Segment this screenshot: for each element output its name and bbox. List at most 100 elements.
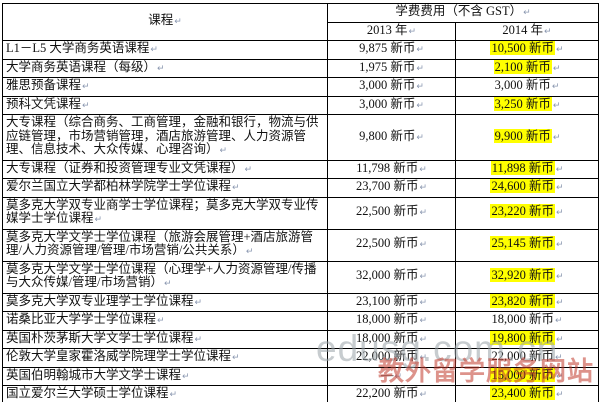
course-name: 大专课程（综合商务、工商管理，金融和银行，物流与供应链管理，市场营销管理，酒店旅… — [6, 115, 319, 156]
table-row: 莫多克大学双专业理学士学位课程↵ 23,100 新币↵ 23,820 新币 ↵ — [2, 292, 600, 312]
header-course: 课程↵ — [2, 3, 328, 41]
fee-2013-cell: 22,500 新币↵ — [327, 228, 456, 262]
fee-2014-value: 10,500 新币 — [490, 41, 555, 55]
table-row: 英国朴茨茅斯大学文学士学位课程↵ 18,000 新币↵ 19,800 新币 ↵ — [2, 329, 600, 349]
table-row: 爱尔兰国立大学都柏林学院学士学位课程↵ 23,700 新币↵ 24,600 新币… — [2, 178, 600, 198]
return-mark-icon: ↵ — [552, 132, 561, 143]
fee-2013-cell: —↵ — [327, 366, 456, 386]
fee-2014-value: 18,000 新币 — [491, 312, 554, 326]
header-2013: 2013 年↵ — [327, 21, 456, 41]
course-cell: 英国伯明翰城市大学文学士课程↵ — [2, 366, 328, 386]
return-mark-icon: ↵ — [419, 390, 428, 400]
fee-2013-value: 9,875 新币 — [359, 41, 416, 55]
return-mark-icon: ↵ — [555, 208, 564, 219]
fee-2014-cell: 23,220 新币 ↵ — [454, 196, 600, 230]
return-mark-icon: ↵ — [419, 334, 428, 345]
course-cell: 大专课程（证券和投资管理专业文凭课程）↵ — [2, 159, 328, 179]
fee-2013-value: — — [380, 367, 394, 382]
fee-2013-value: 23,700 新币 — [355, 179, 419, 193]
fee-2013-cell: 22,200 新币↵ — [327, 385, 456, 402]
return-mark-icon: ↵ — [416, 82, 424, 92]
course-cell: 莫多克大学文学士学位课程（旅游会展管理+酒店旅游管理/人力资源管理/管理/市场营… — [2, 228, 328, 262]
fee-2013-value: 18,000 新币 — [355, 330, 419, 345]
fee-2014-value: 3,000 新币 — [494, 78, 551, 92]
fee-2014-value: 24,600 新币 — [490, 179, 555, 193]
fee-2013-cell: 9,875 新币↵ — [327, 40, 456, 60]
return-mark-icon: ↵ — [419, 208, 428, 219]
header-2013-label: 2013 年 — [366, 22, 408, 37]
course-name: 爱尔兰国立大学都柏林学院学士学位课程 — [6, 179, 232, 193]
course-cell: 雅思预备课程↵ — [2, 77, 328, 97]
course-cell: L1－L5 大学商务英语课程↵ — [2, 40, 328, 60]
fee-2013-value: 23,100 新币 — [355, 293, 419, 308]
fee-2013-cell: 3,000 新币↵ — [327, 95, 456, 115]
table-row: 莫多克大学文学士学位课程（旅游会展管理+酒店旅游管理/人力资源管理/管理/市场营… — [2, 228, 600, 262]
return-mark-icon: ↵ — [419, 183, 428, 193]
fee-2013-cell: 1,975 新币↵ — [327, 58, 456, 78]
table-row: L1－L5 大学商务英语课程↵ 9,875 新币↵ 10,500 新币 ↵ — [2, 40, 600, 60]
fee-2014-cell: 23,820 新币 ↵ — [454, 292, 600, 312]
return-mark-icon: ↵ — [157, 63, 165, 74]
course-name: 英国伯明翰城市大学文学士课程 — [6, 367, 182, 382]
fee-2014-value: 22,000 新币 — [491, 349, 554, 363]
fee-2014-value: 15,000 新币 — [490, 367, 555, 382]
fee-2014-cell: 19,800 新币 ↵ — [454, 329, 600, 349]
fee-2014-cell: 3,000 新币↵ — [454, 77, 600, 97]
table-row: 大专课程（证券和投资管理专业文凭课程）↵ 11,798 新币↵ 11,898 新… — [2, 159, 600, 179]
fee-2014-cell: 18,000 新币↵ — [454, 311, 600, 331]
return-mark-icon: ↵ — [194, 334, 203, 345]
course-name: 大专课程（证券和投资管理专业文凭课程） — [6, 160, 244, 175]
return-mark-icon: ↵ — [555, 183, 564, 193]
fee-2014-value: 3,250 新币 — [493, 96, 552, 111]
fee-2014-cell: 24,600 新币 ↵ — [454, 178, 600, 198]
return-mark-icon: ↵ — [551, 82, 560, 92]
fee-2013-value: 22,200 新币 — [355, 386, 419, 400]
fee-table-body: L1－L5 大学商务英语课程↵ 9,875 新币↵ 10,500 新币 ↵ 大学商… — [2, 40, 600, 402]
return-mark-icon: ↵ — [416, 45, 424, 55]
fee-2013-cell: 3,000 新币↵ — [327, 77, 456, 97]
fee-2013-cell: 23,700 新币↵ — [327, 178, 456, 198]
return-mark-icon: ↵ — [555, 164, 564, 175]
fee-2014-cell: 22,000 新币↵ — [454, 348, 600, 368]
course-name: L1－L5 大学商务英语课程 — [6, 41, 150, 55]
fee-2014-value: 25,145 新币 — [490, 236, 555, 251]
fee-2013-value: 3,000 新币 — [359, 96, 416, 111]
return-mark-icon: ↵ — [555, 272, 564, 283]
course-name: 国立爱尔兰大学硕士学位课程 — [6, 386, 169, 400]
return-mark-icon: ↵ — [82, 100, 90, 111]
course-name: 莫多克大学双专业商学士学位课程；莫多克大学双专业传媒学士学位课程 — [6, 197, 319, 225]
return-mark-icon: ↵ — [554, 316, 563, 326]
course-cell: 莫多克大学双专业理学士学位课程↵ — [2, 292, 328, 312]
course-cell: 诺桑比亚大学学士学位课程↵ — [2, 311, 328, 331]
fee-2013-cell: 18,000 新币↵ — [327, 329, 456, 349]
fee-2014-cell: 32,920 新币 ↵ — [454, 260, 600, 294]
fee-2013-value: 18,000 新币 — [355, 312, 419, 326]
header-2014: 2014 年↵ — [454, 21, 600, 41]
return-mark-icon: ↵ — [232, 353, 240, 363]
return-mark-icon: ↵ — [82, 82, 90, 92]
return-mark-icon: ↵ — [232, 183, 240, 193]
table-row: 英国伯明翰城市大学文学士课程↵ —↵ 15,000 新币 ↵ — [2, 366, 600, 386]
table-row: 大学商务英语课程（每级）↵ 1,975 新币↵ 2,100 新币 ↵ — [2, 58, 600, 78]
return-mark-icon: ↵ — [419, 297, 428, 308]
fee-2013-cell: 9,800 新币↵ — [327, 114, 456, 161]
fee-2014-value: 11,898 新币 — [490, 160, 555, 175]
fee-2013-cell: 18,000 新币↵ — [327, 311, 456, 331]
return-mark-icon: ↵ — [169, 390, 178, 400]
table-row: 雅思预备课程↵ 3,000 新币↵ 3,000 新币↵ — [2, 77, 600, 97]
fee-2013-value: 32,000 新币 — [355, 268, 419, 283]
table-row: 伦敦大学皇家霍洛威学院理学士学位课程↵ 22,000 新币↵ 22,000 新币… — [2, 348, 600, 368]
course-name: 预科文凭课程 — [6, 96, 82, 111]
return-mark-icon: ↵ — [555, 371, 564, 382]
course-cell: 莫多克大学文学士学位课程（心理学+人力资源管理/传播与大众传媒/管理/市场营销）… — [2, 260, 328, 294]
fee-2014-cell: 11,898 新币 ↵ — [454, 159, 600, 179]
course-cell: 英国朴茨茅斯大学文学士学位课程↵ — [2, 329, 328, 349]
fee-2014-value: 19,800 新币 — [490, 330, 555, 345]
return-mark-icon: ↵ — [555, 45, 564, 55]
table-row: 国立爱尔兰大学硕士学位课程↵ 22,200 新币↵ 23,400 新币 ↵ — [2, 385, 600, 402]
fee-2013-value: 22,500 新币 — [355, 204, 419, 219]
fee-2014-value: 2,100 新币 — [493, 59, 552, 74]
return-mark-icon: ↵ — [416, 100, 424, 111]
course-name: 英国朴茨茅斯大学文学士学位课程 — [6, 330, 194, 345]
fee-2014-cell: 10,500 新币 ↵ — [454, 40, 600, 60]
